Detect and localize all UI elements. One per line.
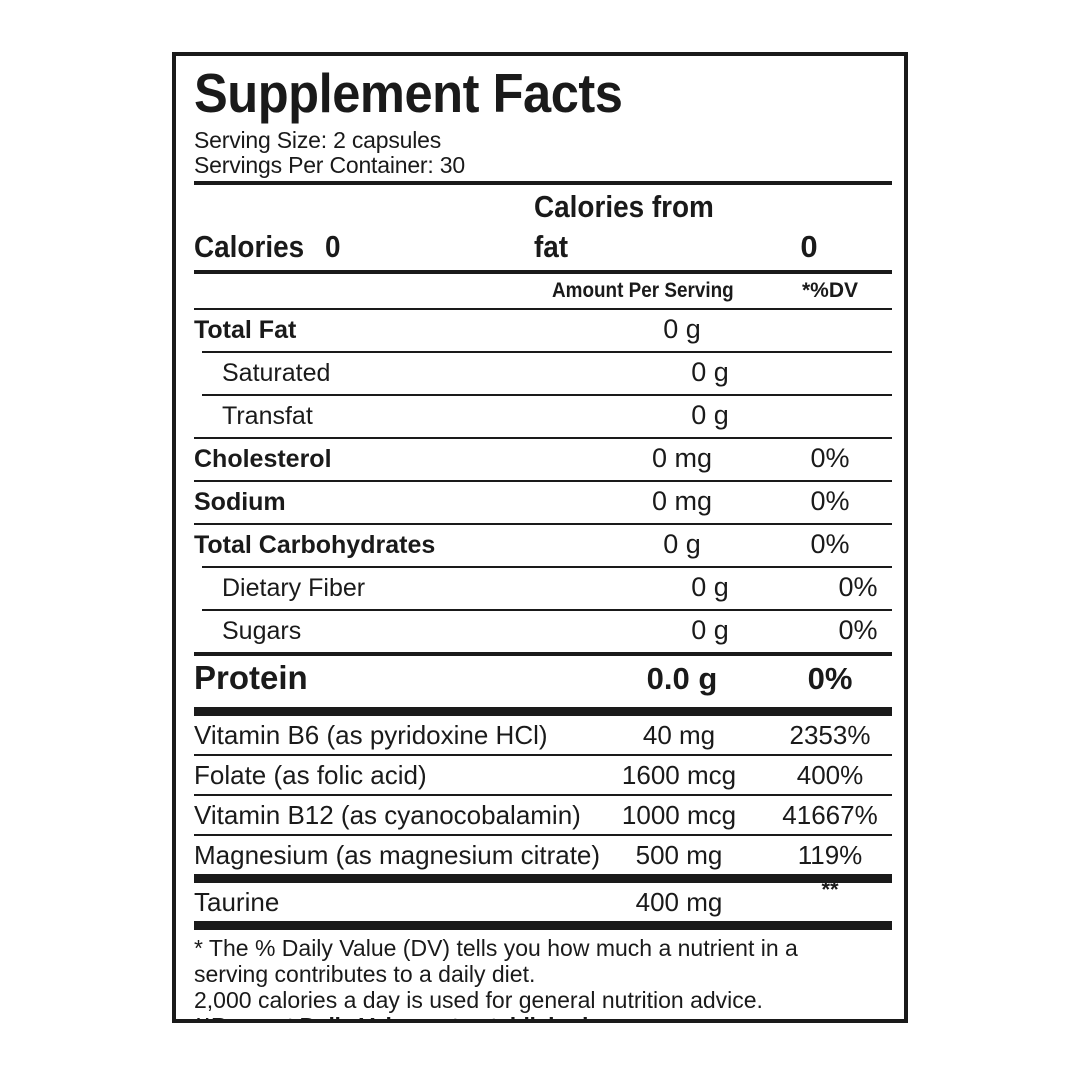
divider-above-calories bbox=[194, 181, 892, 185]
table-row-vitamin-b6: Vitamin B6 (as pyridoxine HCl) 40 mg 235… bbox=[194, 716, 892, 754]
table-row-total-carbohydrates: Total Carbohydrates 0 g 0% bbox=[194, 525, 892, 566]
divider-row bbox=[194, 794, 892, 796]
footnote-line-4: **Percent Daily Value not established bbox=[194, 1013, 892, 1019]
nutrient-name: Magnesium (as magnesium citrate) bbox=[194, 840, 601, 870]
table-row-protein: Protein 0.0 g 0% bbox=[194, 656, 892, 703]
divider-row bbox=[202, 609, 892, 611]
nutrient-amount: 400 mg bbox=[635, 887, 723, 917]
nutrient-amount: 1000 mcg bbox=[621, 800, 737, 830]
nutrient-amount: 40 mg bbox=[642, 720, 716, 750]
footnote-line-1: * The % Daily Value (DV) tells you how m… bbox=[194, 935, 798, 961]
nutrient-amount: 0 g bbox=[691, 357, 729, 387]
nutrient-amount: 0 mg bbox=[651, 486, 713, 516]
nutrient-dv: 2353% bbox=[789, 720, 871, 750]
calories-from-fat-label: Calories from fat bbox=[534, 189, 714, 264]
calories-label-group: Calories 0 bbox=[194, 227, 534, 267]
nutrient-amount: 0 g bbox=[663, 314, 701, 344]
header-amount-per-serving: Amount Per Serving bbox=[552, 279, 734, 302]
divider-above-vitamins bbox=[194, 707, 892, 716]
table-row-folate: Folate (as folic acid) 1600 mcg 400% bbox=[194, 756, 892, 794]
divider-row bbox=[194, 834, 892, 836]
nutrient-amount: 1600 mcg bbox=[621, 760, 737, 790]
supplement-facts-content: Supplement Facts Serving Size: 2 capsule… bbox=[194, 62, 892, 1019]
table-row-cholesterol: Cholesterol 0 mg 0% bbox=[194, 439, 892, 480]
column-header-row: Amount Per Serving *%DV bbox=[194, 274, 892, 308]
double-asterisk-marker: ** bbox=[821, 877, 839, 902]
nutrient-name: Sodium bbox=[194, 488, 286, 516]
table-row-total-fat: Total Fat 0 g bbox=[194, 310, 892, 351]
nutrient-dv: 0% bbox=[838, 615, 878, 645]
divider-row bbox=[202, 394, 892, 396]
divider-row bbox=[194, 754, 892, 756]
table-row-sugars: Sugars 0 g 0% bbox=[194, 611, 892, 652]
nutrient-amount: 0 g bbox=[691, 615, 729, 645]
nutrient-name: Total Fat bbox=[194, 316, 297, 344]
divider-row bbox=[194, 480, 892, 482]
footnote-block: * The % Daily Value (DV) tells you how m… bbox=[194, 930, 892, 1019]
servings-per-container: Servings Per Container: 30 bbox=[194, 152, 465, 178]
table-row-sodium: Sodium 0 mg 0% bbox=[194, 482, 892, 523]
nutrient-name: Taurine bbox=[194, 887, 280, 917]
nutrient-name: Vitamin B6 (as pyridoxine HCl) bbox=[194, 720, 548, 750]
nutrient-amount: 0 g bbox=[663, 529, 701, 559]
nutrient-amount: 0.0 g bbox=[646, 661, 718, 696]
nutrient-dv: 0% bbox=[807, 661, 853, 696]
table-row-magnesium: Magnesium (as magnesium citrate) 500 mg … bbox=[194, 836, 892, 874]
nutrient-dv: 41667% bbox=[782, 800, 878, 830]
serving-size: Serving Size: 2 capsules bbox=[194, 127, 442, 153]
nutrient-amount: 0 g bbox=[691, 572, 729, 602]
nutrient-dv: 0% bbox=[838, 572, 878, 602]
supplement-facts-panel: Supplement Facts Serving Size: 2 capsule… bbox=[172, 52, 908, 1023]
calories-label: Calories bbox=[194, 229, 305, 264]
nutrient-dv: 119% bbox=[797, 840, 863, 870]
table-row-dietary-fiber: Dietary Fiber 0 g 0% bbox=[194, 568, 892, 609]
table-row-transfat: Transfat 0 g bbox=[194, 396, 892, 437]
divider-above-taurine bbox=[194, 874, 892, 883]
divider-below-taurine bbox=[194, 921, 892, 930]
divider-row bbox=[194, 437, 892, 439]
divider-above-protein bbox=[194, 652, 892, 656]
divider-row bbox=[202, 566, 892, 568]
nutrient-name: Dietary Fiber bbox=[222, 574, 366, 602]
page-title: Supplement Facts bbox=[194, 62, 623, 124]
nutrient-name: Protein bbox=[194, 659, 308, 696]
header-percent-dv: *%DV bbox=[801, 279, 859, 302]
nutrient-dv: 0% bbox=[810, 529, 850, 559]
nutrient-amount: 0 mg bbox=[651, 443, 713, 473]
nutrient-amount: 500 mg bbox=[635, 840, 723, 870]
nutrient-dv: 0% bbox=[810, 443, 850, 473]
footnote-line-3: 2,000 calories a day is used for general… bbox=[194, 987, 763, 1013]
nutrient-name: Vitamin B12 (as cyanocobalamin) bbox=[194, 800, 581, 830]
nutrient-name: Total Carbohydrates bbox=[194, 531, 436, 559]
calories-from-fat-value: 0 bbox=[800, 229, 818, 264]
table-row-taurine: Taurine 400 mg ** bbox=[194, 877, 892, 921]
calories-row: Calories 0 Calories from fat 0 bbox=[194, 185, 892, 270]
nutrient-amount: 0 g bbox=[691, 400, 729, 430]
table-row-vitamin-b12: Vitamin B12 (as cyanocobalamin) 1000 mcg… bbox=[194, 796, 892, 834]
nutrient-name: Folate (as folic acid) bbox=[194, 760, 427, 790]
nutrient-name: Sugars bbox=[222, 617, 302, 645]
nutrient-dv: 0% bbox=[810, 486, 850, 516]
footnote-line-2: serving contributes to a daily diet. bbox=[194, 961, 536, 987]
divider-row bbox=[194, 308, 892, 310]
table-row-saturated: Saturated 0 g bbox=[194, 353, 892, 394]
divider-below-calories bbox=[194, 270, 892, 274]
calories-value: 0 bbox=[324, 229, 341, 264]
nutrient-name: Transfat bbox=[222, 402, 313, 430]
nutrient-name: Cholesterol bbox=[194, 445, 332, 473]
divider-row bbox=[194, 523, 892, 525]
nutrient-name: Saturated bbox=[222, 359, 331, 387]
divider-row bbox=[202, 351, 892, 353]
nutrient-dv: 400% bbox=[796, 760, 864, 790]
serving-info: Serving Size: 2 capsules Servings Per Co… bbox=[194, 128, 892, 178]
nutrient-dv: ** bbox=[768, 877, 892, 921]
